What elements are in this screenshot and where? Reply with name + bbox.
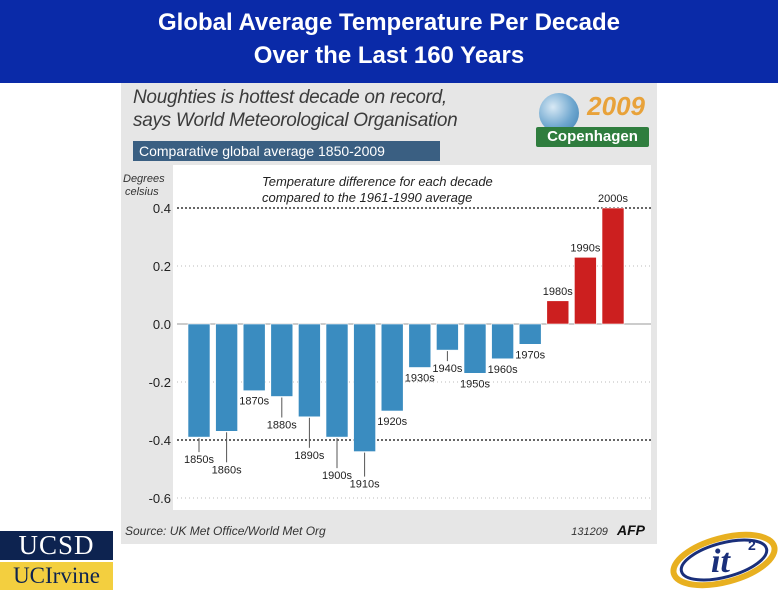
bar-1980s (546, 300, 570, 325)
y-tick-label: -0.6 (149, 491, 171, 506)
category-label: 1920s (377, 416, 407, 428)
bar-1870s (242, 323, 266, 391)
chart-subtitle: compared to the 1961-1990 average (262, 190, 472, 205)
category-label: 1890s (294, 450, 324, 462)
it2-sup: 2 (748, 537, 756, 553)
y-axis-label: celsius (125, 186, 159, 198)
bar-1890s (298, 323, 321, 418)
category-label: 1930s (405, 373, 435, 385)
uci-logo: UCIrvine (0, 562, 113, 590)
badge-year: 2009 (587, 91, 645, 121)
copenhagen-badge: 2009 Copenhagen (534, 89, 651, 149)
slide-title-line2: Over the Last 160 Years (253, 42, 525, 69)
ucsd-logo: UCSD (0, 531, 113, 560)
y-axis-label: Degrees (123, 173, 165, 185)
bar-2000s (601, 207, 625, 325)
agency-credit: 131209 AFP (571, 522, 645, 538)
y-tick-label: 0.4 (153, 201, 171, 216)
category-label: 1980s (543, 286, 573, 298)
y-tick-label: 0.0 (153, 317, 171, 332)
category-label: 2000s (598, 193, 628, 205)
bar-1880s (270, 323, 294, 397)
bar-1940s (436, 323, 459, 351)
bar-1990s (574, 257, 597, 325)
category-label: 1860s (212, 464, 242, 476)
credit-code: 131209 (571, 526, 608, 538)
it2-text: it (711, 543, 731, 580)
category-label: 1990s (570, 242, 600, 254)
chart-source: Source: UK Met Office/World Met Org (125, 524, 326, 538)
category-label: 1960s (488, 364, 518, 376)
badge-label: Copenhagen (536, 127, 649, 147)
bar-1970s (518, 323, 542, 345)
chart-banner: Comparative global average 1850-2009 (133, 141, 440, 161)
y-tick-label: -0.4 (149, 433, 171, 448)
category-label: 1910s (350, 479, 380, 491)
bar-1860s (215, 323, 238, 432)
bar-1900s (325, 323, 349, 438)
bar-1910s (353, 323, 376, 452)
category-label: 1940s (432, 363, 462, 375)
bar-1960s (491, 323, 514, 360)
afp-logo: AFP (617, 522, 645, 538)
bar-1850s (187, 323, 211, 438)
y-tick-label: -0.2 (149, 375, 171, 390)
chart-panel: Noughties is hottest decade on record, s… (121, 83, 657, 544)
category-label: 1900s (322, 470, 352, 482)
category-label: 1870s (239, 396, 269, 408)
category-label: 1850s (184, 454, 214, 466)
headline-line2: says World Meteorological Organisation (133, 110, 458, 131)
it2-logo: it 2 (670, 531, 778, 589)
chart-headline: Noughties is hottest decade on record, s… (133, 86, 458, 132)
bar-1920s (380, 323, 404, 412)
slide-title-line1: Global Average Temperature Per Decade (158, 9, 620, 36)
category-label: 1970s (515, 349, 545, 361)
bar-1930s (408, 323, 432, 368)
chart-subtitle: Temperature difference for each decade (262, 174, 493, 189)
category-label: 1950s (460, 378, 490, 390)
slide-title: Global Average Temperature Per Decade Ov… (0, 0, 778, 83)
bar-1950s (463, 323, 487, 374)
globe-icon (539, 93, 579, 133)
headline-line1: Noughties is hottest decade on record, (133, 87, 447, 108)
category-label: 1880s (267, 420, 297, 432)
y-tick-label: 0.2 (153, 259, 171, 274)
